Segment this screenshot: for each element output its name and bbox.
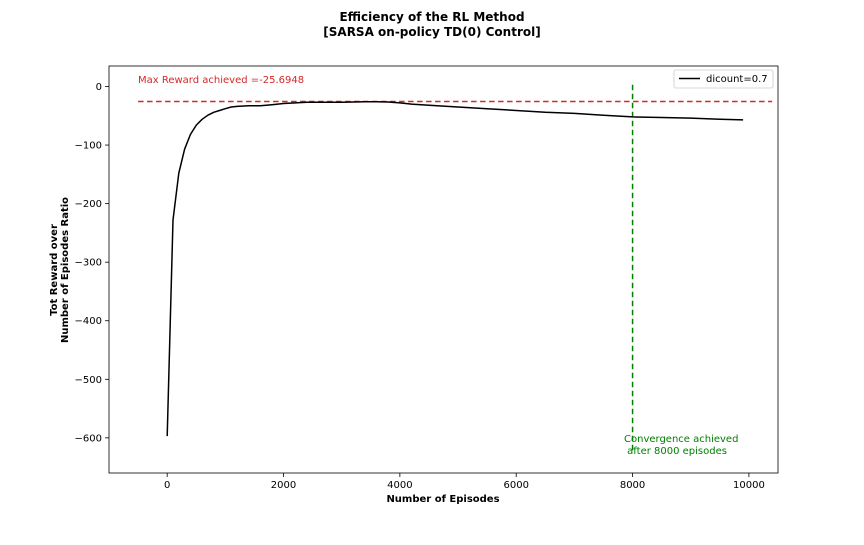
- x-tick-label: 10000: [733, 480, 765, 491]
- plot-area-frame: [108, 65, 779, 474]
- y-axis: 0 −100 −200 −300 −400 −500 −600: [75, 82, 109, 444]
- series-line-dicount-0.7: [166, 100, 744, 437]
- y-tick-label: −600: [75, 433, 102, 444]
- x-tick-label: 6000: [503, 480, 528, 491]
- y-tick-label: −100: [75, 141, 102, 152]
- y-axis-label-line1: Tot Reward over: [49, 224, 60, 316]
- y-tick-label: −200: [75, 199, 102, 210]
- convergence-annotation-line2: after 8000 episodes: [624, 446, 727, 457]
- max-reward-annotation: Max Reward achieved =-25.6948: [138, 75, 304, 86]
- x-tick-label: 0: [164, 480, 170, 491]
- x-tick-label: 4000: [387, 480, 412, 491]
- convergence-annotation-line1: Convergence achieved: [624, 434, 738, 445]
- legend-box: [673, 69, 774, 89]
- y-axis-label: Tot Reward over Number of Episodes Ratio: [49, 197, 71, 343]
- x-tick-label: 8000: [620, 480, 645, 491]
- y-tick-label: −300: [75, 258, 102, 269]
- y-axis-label-line2: Number of Episodes Ratio: [60, 197, 71, 343]
- reference-lines: [138, 84, 773, 453]
- legend: dicount=0.7: [673, 69, 774, 89]
- chart-subtitle: [SARSA on-policy TD(0) Control]: [323, 25, 540, 39]
- x-axis-label: Number of Episodes: [386, 494, 499, 505]
- y-tick-label: 0: [96, 82, 102, 93]
- legend-label: dicount=0.7: [706, 74, 768, 85]
- series-lines: [166, 100, 744, 437]
- chart-title: Efficiency of the RL Method: [339, 10, 524, 24]
- y-tick-label: −400: [75, 316, 102, 327]
- x-axis: 0 2000 4000 6000 8000 10000: [164, 473, 765, 491]
- y-tick-label: −500: [75, 375, 102, 386]
- x-tick-label: 2000: [271, 480, 296, 491]
